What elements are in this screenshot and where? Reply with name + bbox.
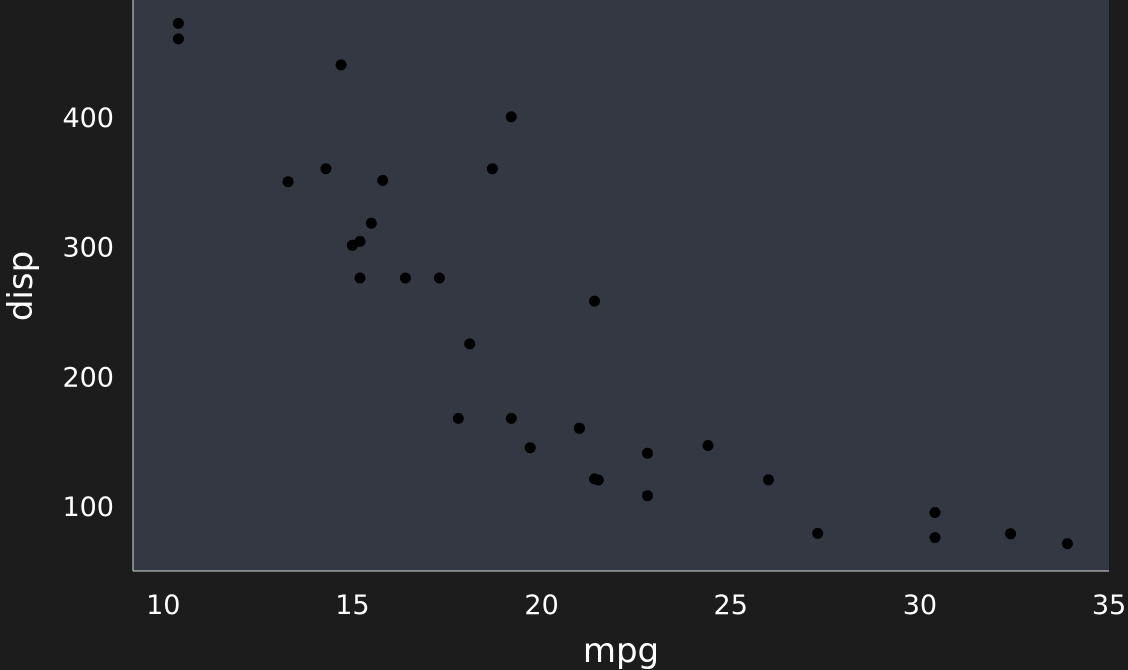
data-point xyxy=(505,111,517,123)
data-point xyxy=(365,217,377,229)
data-point xyxy=(589,295,600,307)
x-tick-label: 10 xyxy=(146,590,180,621)
y-tick-label: 100 xyxy=(62,492,114,523)
data-point xyxy=(702,440,714,451)
data-point xyxy=(335,59,347,71)
data-point xyxy=(377,174,389,186)
x-axis-title: mpg xyxy=(583,631,659,670)
data-point xyxy=(399,272,411,284)
y-tick-label: 300 xyxy=(62,233,114,264)
data-point xyxy=(1061,538,1073,550)
x-tick-label: 15 xyxy=(335,590,369,621)
ticks-layer: 10 15 20 25 30 35 100 200 300 400 xyxy=(62,103,1126,621)
data-point xyxy=(452,412,464,424)
x-tick-label: 35 xyxy=(1092,590,1126,621)
data-point xyxy=(1005,528,1017,540)
data-point xyxy=(354,272,366,284)
x-tick-label: 30 xyxy=(903,590,937,621)
data-point xyxy=(763,474,774,486)
data-point xyxy=(464,338,476,350)
x-tick-label: 20 xyxy=(524,590,558,621)
data-point xyxy=(929,507,941,518)
data-point xyxy=(282,176,294,188)
data-point xyxy=(433,272,445,284)
y-axis-title: disp xyxy=(1,251,41,321)
data-point xyxy=(573,422,585,434)
data-point xyxy=(929,532,941,544)
y-tick-label: 400 xyxy=(62,103,114,134)
data-point xyxy=(524,442,536,454)
data-point xyxy=(486,163,498,175)
plot-panel xyxy=(133,0,1109,571)
data-point xyxy=(505,412,517,424)
data-point xyxy=(642,490,653,502)
x-tick-label: 25 xyxy=(714,590,748,621)
points-layer xyxy=(172,17,1073,550)
data-point xyxy=(320,163,332,175)
data-point xyxy=(812,527,824,539)
data-point xyxy=(346,239,358,251)
data-point xyxy=(172,33,184,45)
data-point xyxy=(642,447,653,459)
data-point xyxy=(172,17,184,29)
y-tick-label: 200 xyxy=(62,362,114,393)
data-point xyxy=(589,473,600,485)
